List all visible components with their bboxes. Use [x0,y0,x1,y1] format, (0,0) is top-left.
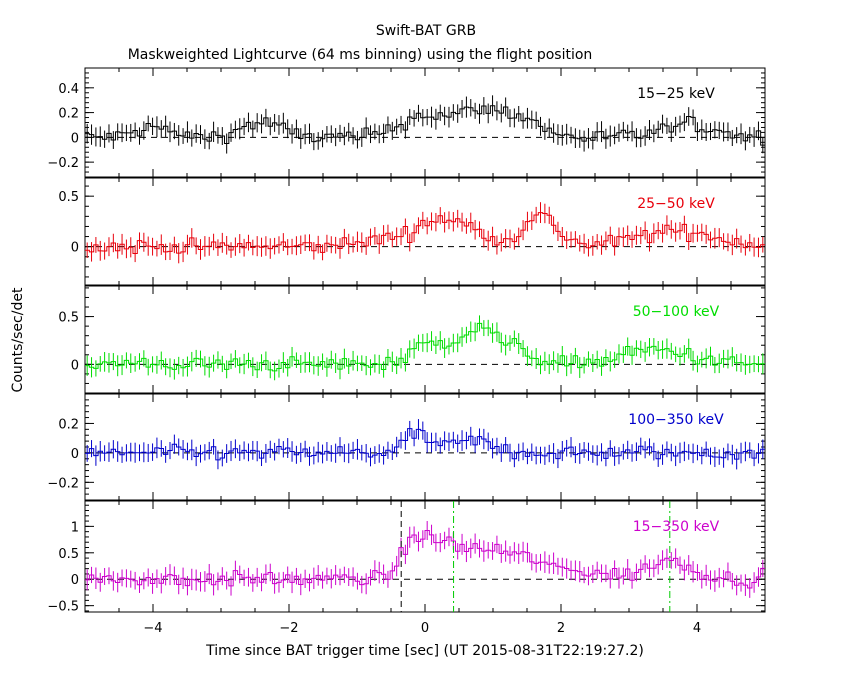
y-tick-label: 0.5 [58,311,79,326]
y-tick-label: 1 [71,520,79,535]
series-group [85,95,765,154]
y-tick-label: 0 [71,573,79,588]
y-tick-label: 0.5 [58,190,79,205]
series-group [85,315,765,381]
series-line [85,105,765,146]
series-group [85,419,765,470]
x-axis-label: Time since BAT trigger time [sec] (UT 20… [205,643,644,659]
panel-3: −0.2 0 0.2 100−350 keV [47,393,766,501]
panel-1: 0 0.5 25−50 keV [58,177,766,286]
y-tick-label: 0.2 [58,107,79,122]
band-label: 25−50 keV [637,196,715,212]
x-tick-label: 4 [693,621,701,636]
x-tick-label: −2 [279,621,298,636]
series-line [85,530,765,589]
y-axis-label: Counts/sec/det [10,287,26,392]
y-tick-label: −0.2 [47,156,79,171]
y-tick-label: 0.5 [58,547,79,562]
band-label: 100−350 keV [628,412,724,428]
panels: −0.2 0 0.2 0.4 15−25 keV 0 0.5 25−50 keV 0 0.5 50−… [47,67,766,636]
y-tick-label: 0.4 [58,82,79,97]
chart-title: Swift-BAT GRB [376,23,476,39]
series-group [85,202,765,264]
series-line [85,212,765,255]
band-label: 15−350 keV [633,519,720,535]
y-tick-label: 0 [71,358,79,373]
chart-subtitle: Maskweighted Lightcurve (64 ms binning) … [128,47,593,63]
x-tick-label: 2 [557,621,565,636]
y-tick-label: 0 [71,131,79,146]
y-tick-label: 0.2 [58,417,79,432]
series-line [85,428,765,461]
panel-frame [84,285,766,394]
series-group [85,501,765,612]
y-tick-label: −0.5 [47,600,79,615]
band-label: 15−25 keV [637,86,715,102]
series-line [85,322,765,372]
panel-4: −0.5 0 0.5 1 15−350 keV [47,500,766,615]
y-tick-label: 0 [71,241,79,256]
panel-2: 0 0.5 50−100 keV [58,285,766,394]
panel-0: −0.2 0 0.2 0.4 15−25 keV [47,67,766,178]
x-tick-label: 0 [421,621,429,636]
y-tick-label: 0 [71,447,79,462]
y-tick-label: −0.2 [47,476,79,491]
band-label: 50−100 keV [633,304,720,320]
x-tick-label: −4 [143,621,162,636]
